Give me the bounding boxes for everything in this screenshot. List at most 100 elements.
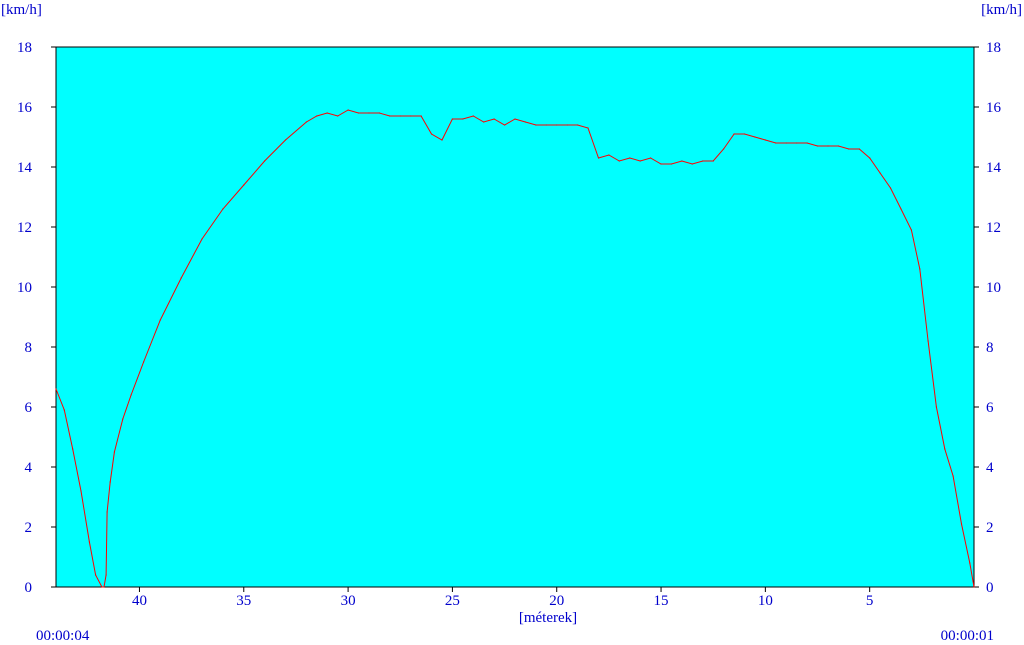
data-point [264,160,266,162]
data-point [650,157,652,159]
data-point [806,142,808,144]
data-point [316,115,318,117]
data-point [101,586,103,588]
y-tick-left-label: 14 [17,160,33,176]
x-tick-label: 25 [445,593,460,609]
y-tick-right-label: 14 [986,160,1002,176]
y-tick-left-label: 10 [17,280,32,296]
data-point [80,490,82,492]
data-point [222,208,224,210]
y-tick-left-label: 18 [17,40,32,56]
plot-area [55,46,975,588]
data-point [399,115,401,117]
data-point [88,541,90,543]
data-point [420,115,422,117]
data-point [55,388,57,390]
data-point [973,586,975,588]
data-point [514,118,516,120]
end-time-label: 00:00:01 [941,628,994,644]
data-point [201,238,203,240]
data-point [712,160,714,162]
y-tick-left-label: 4 [25,460,33,476]
x-tick-label: 35 [236,593,251,609]
y-tick-right-label: 8 [986,340,994,356]
left-unit-label: [km/h] [1,2,42,18]
data-point [796,142,798,144]
y-tick-right-label: 16 [986,100,1002,116]
x-tick-label: 40 [132,593,147,609]
data-point [103,586,105,588]
x-tick-label: 20 [549,593,564,609]
data-point [106,511,108,513]
y-tick-left-label: 2 [25,520,33,536]
data-point [441,139,443,141]
data-point [109,481,111,483]
data-point [597,157,600,159]
x-tick-label: 10 [758,593,773,609]
y-tick-right-label: 2 [986,520,994,536]
start-time-label: 00:00:04 [36,628,90,644]
y-tick-left-label: 12 [17,220,32,236]
data-point [243,184,245,186]
data-point [723,148,725,150]
data-point [837,145,840,147]
data-point [451,118,453,120]
data-point [462,118,464,120]
data-point [378,112,380,114]
data-point [754,136,756,138]
data-point [919,268,921,270]
data-point [775,142,777,144]
data-point [785,142,787,144]
data-point [587,127,589,129]
data-point [472,115,474,117]
data-point [337,115,339,117]
y-tick-left-label: 16 [17,100,33,116]
y-tick-right-label: 4 [986,460,994,476]
data-point [960,523,963,525]
y-axis-right: 0 2 4 6 8 10 12 14 16 18 [974,40,1002,596]
x-tick-label: 5 [866,593,874,609]
data-point [535,124,537,126]
data-point [326,112,328,114]
data-point [702,160,704,162]
data-point [389,115,391,117]
data-point [743,133,746,135]
data-point [504,124,506,126]
data-point [577,124,579,126]
data-point [122,418,124,420]
data-point [430,133,433,135]
data-point [63,409,65,411]
y-tick-left-label: 8 [25,340,33,356]
data-point [357,112,360,114]
data-point [848,148,850,150]
data-point [608,154,610,156]
data-point [105,574,107,576]
data-point [95,574,97,576]
data-point [410,115,412,117]
data-point [284,139,287,141]
x-axis: 40 35 30 25 20 15 10 5 [132,587,873,609]
data-point [944,448,946,450]
data-point [733,133,735,135]
data-point [483,121,485,123]
data-point [566,124,568,126]
data-point [764,139,767,141]
y-tick-right-label: 10 [986,280,1001,296]
speed-series-points [55,109,975,588]
x-tick-label: 30 [341,593,356,609]
data-point [858,148,860,150]
y-tick-right-label: 0 [986,580,994,596]
data-point [159,319,161,321]
data-point [816,145,819,147]
right-unit-label: [km/h] [981,2,1022,18]
data-point [681,160,683,162]
y-tick-right-label: 12 [986,220,1001,236]
data-point [368,112,370,114]
data-point [524,121,527,123]
data-point [900,208,902,210]
data-point [935,406,938,408]
x-axis-label: [méterek] [519,610,577,626]
data-point [556,124,558,126]
data-point [113,451,115,453]
